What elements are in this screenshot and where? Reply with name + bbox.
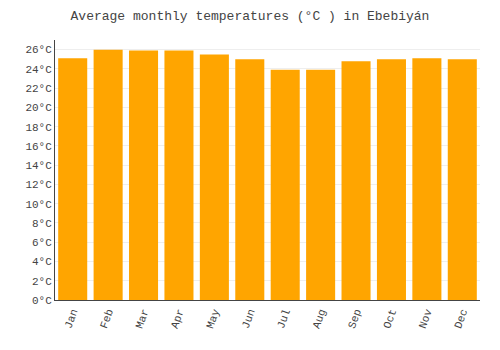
svg-text:2°C: 2°C [32,276,52,288]
svg-text:Dec: Dec [452,308,470,331]
svg-text:Jan: Jan [63,308,81,331]
svg-text:4°C: 4°C [32,256,52,268]
svg-text:Nov: Nov [417,307,435,330]
svg-text:Jun: Jun [240,308,258,331]
svg-text:Aug: Aug [311,308,329,331]
svg-text:22°C: 22°C [25,83,52,95]
svg-text:14°C: 14°C [25,160,52,172]
svg-text:6°C: 6°C [32,237,52,249]
svg-text:Mar: Mar [133,308,151,331]
svg-text:10°C: 10°C [25,199,52,211]
svg-text:0°C: 0°C [32,295,52,307]
svg-text:May: May [204,307,222,330]
svg-text:Apr: Apr [169,308,187,331]
svg-text:26°C: 26°C [25,44,52,56]
svg-text:18°C: 18°C [25,122,52,134]
svg-text:Average monthly temperatures (: Average monthly temperatures (°C ) in Eb… [71,9,430,24]
svg-text:Oct: Oct [381,308,399,331]
svg-text:24°C: 24°C [25,64,52,76]
svg-text:Sep: Sep [346,308,364,331]
svg-text:12°C: 12°C [25,179,52,191]
svg-text:Feb: Feb [98,308,116,331]
svg-text:20°C: 20°C [25,102,52,114]
svg-text:Jul: Jul [275,308,293,331]
svg-text:8°C: 8°C [32,218,52,230]
svg-text:16°C: 16°C [25,141,52,153]
